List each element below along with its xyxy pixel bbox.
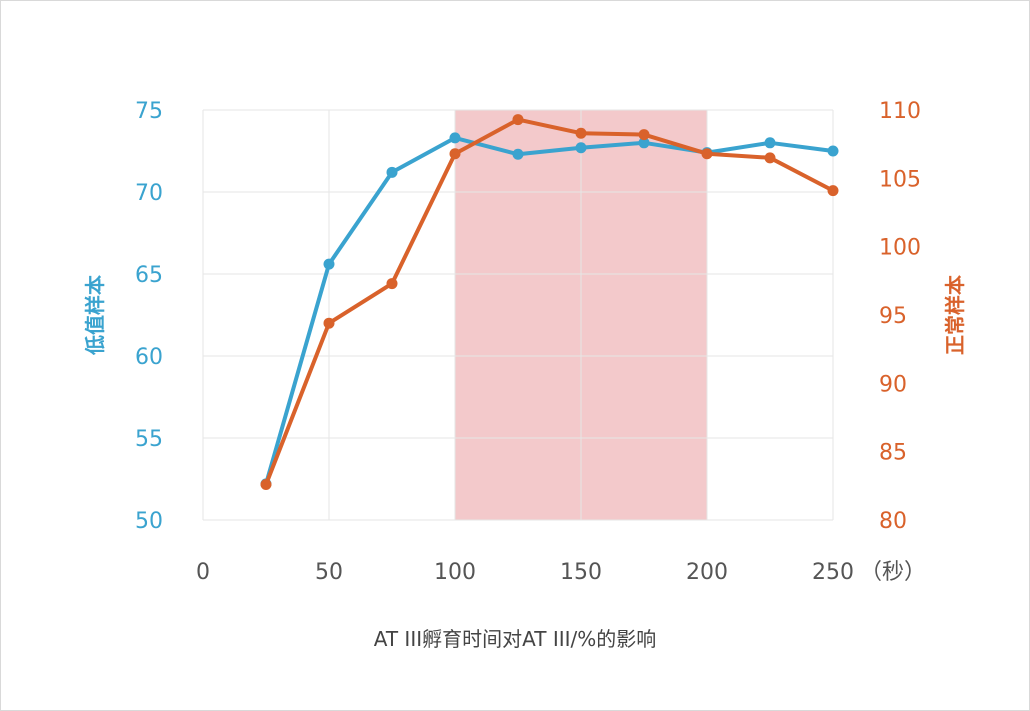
data-point-left	[449, 132, 461, 144]
y-right-tick-label: 80	[879, 509, 907, 534]
data-point-right	[701, 148, 713, 160]
data-point-right	[449, 148, 461, 160]
y-left-tick-label: 55	[135, 427, 163, 452]
y-right-tick-label: 85	[879, 441, 907, 466]
data-point-left	[386, 166, 398, 178]
series-group	[260, 114, 839, 490]
y-right-axis-label: 正常样本	[943, 275, 967, 355]
chart-title: AT III孵育时间对AT III/%的影响	[374, 627, 657, 651]
x-tick-label: 200	[686, 560, 728, 585]
data-point-left	[323, 258, 335, 270]
y-left-tick-label: 75	[135, 99, 163, 124]
y-left-tick-label: 70	[135, 181, 163, 206]
data-point-right	[764, 152, 776, 164]
data-point-right	[638, 129, 650, 141]
x-unit-label: （秒）	[860, 560, 926, 585]
x-tick-label: 250	[812, 560, 854, 585]
data-point-right	[323, 317, 335, 329]
data-point-left	[638, 137, 650, 149]
data-point-left	[764, 137, 776, 149]
series-line-right	[264, 117, 835, 487]
y-left-axis-label: 低值样本	[83, 275, 107, 356]
y-right-tick-label: 110	[879, 99, 921, 124]
y-left-tick-label: 50	[135, 509, 163, 534]
y-left-tick-label: 60	[135, 345, 163, 370]
grid	[202, 109, 834, 521]
tick-labels: 50 55 60 65 70 75 80 85 90 95 100 105 110 0 50 100 150 20…	[135, 99, 926, 585]
y-right-tick-label: 105	[879, 167, 921, 192]
data-point-right	[260, 478, 272, 490]
data-point-left	[827, 145, 839, 157]
data-point-right	[827, 185, 839, 197]
x-tick-label: 150	[560, 560, 602, 585]
x-tick-label: 0	[196, 560, 210, 585]
series-line-left	[264, 135, 835, 486]
data-point-right	[512, 114, 524, 126]
y-right-tick-label: 100	[879, 236, 921, 261]
x-tick-label: 50	[315, 560, 343, 585]
data-point-right	[386, 278, 398, 290]
y-left-tick-label: 65	[135, 263, 163, 288]
data-point-right	[575, 127, 587, 139]
data-point-left	[512, 148, 524, 160]
data-point-left	[575, 142, 587, 154]
y-right-tick-label: 95	[879, 304, 907, 329]
x-tick-label: 100	[434, 560, 476, 585]
y-right-tick-label: 90	[879, 372, 907, 397]
